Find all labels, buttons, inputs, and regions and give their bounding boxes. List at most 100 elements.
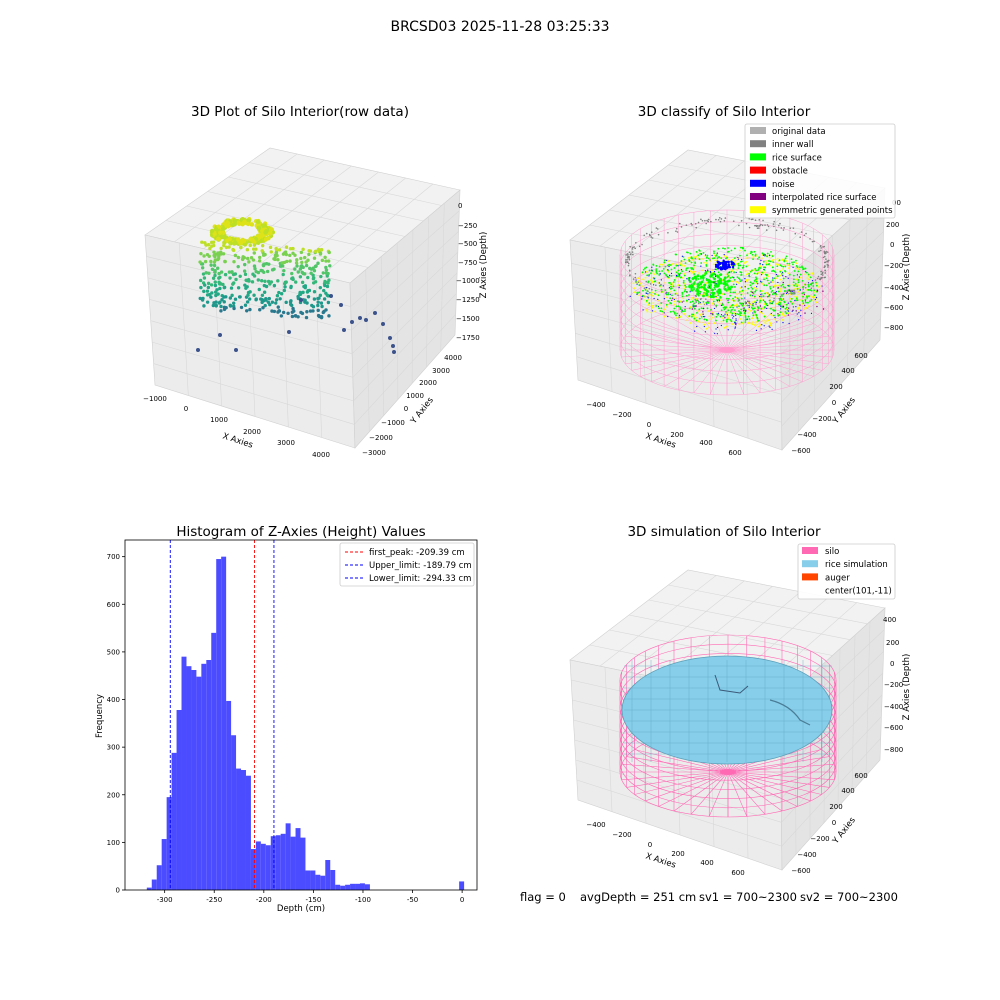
classify-point — [764, 292, 766, 295]
histogram-bar — [156, 865, 162, 890]
classify-point — [683, 312, 686, 315]
classify-point — [776, 295, 779, 298]
classify-point — [722, 317, 724, 320]
classify-point — [637, 280, 639, 282]
classify-point — [691, 297, 694, 299]
classify-point — [810, 295, 813, 297]
classify-point — [679, 272, 682, 275]
gridline — [780, 274, 883, 379]
raw-point — [274, 250, 279, 255]
raw-point — [212, 231, 217, 236]
classify-point — [708, 315, 711, 318]
classify-point — [779, 297, 782, 300]
classify-point — [655, 305, 658, 307]
raw-point — [251, 247, 256, 251]
classify-point — [796, 288, 799, 290]
raw-point — [223, 272, 228, 277]
classify-point — [733, 271, 735, 274]
raw-point — [318, 251, 323, 255]
classify-point — [667, 315, 669, 318]
classify-point — [675, 264, 678, 267]
classify-point — [740, 314, 743, 317]
classify-point — [771, 255, 774, 258]
classify-point — [753, 310, 756, 313]
classify-point — [673, 279, 676, 281]
sim-xtick: 400 — [700, 859, 713, 867]
histogram-bar — [171, 752, 177, 890]
classify-point — [772, 223, 775, 225]
classify-point — [776, 319, 779, 322]
classify-point — [699, 293, 701, 295]
classify-point — [755, 224, 757, 227]
classify-point — [706, 300, 709, 303]
raw-point — [269, 250, 273, 254]
raw-point — [227, 236, 232, 242]
raw-point — [281, 310, 286, 315]
classify-point — [762, 276, 765, 279]
classify-point — [679, 306, 681, 309]
raw-point — [204, 243, 208, 247]
classify-point — [651, 288, 653, 291]
classify-point — [708, 326, 711, 329]
classify-point — [755, 269, 758, 272]
raw-point — [243, 262, 247, 267]
classify-point — [705, 301, 708, 304]
raw-point — [282, 288, 287, 293]
classify-point — [704, 270, 707, 272]
classify-point — [727, 317, 730, 319]
classify-point — [749, 281, 752, 284]
raw-point — [232, 218, 237, 223]
classify-point — [704, 331, 707, 333]
classify-point — [770, 281, 772, 283]
classify-point — [685, 286, 687, 288]
classify-point — [807, 305, 810, 308]
classify-point — [783, 259, 786, 262]
classify-point — [677, 269, 680, 272]
classify-point — [765, 304, 768, 306]
classify-point — [731, 276, 734, 279]
classify-point — [810, 287, 813, 290]
raw-point — [316, 296, 320, 301]
histogram-bar — [166, 797, 172, 890]
raw-point — [233, 297, 238, 301]
classify-point — [749, 270, 752, 273]
raw-point — [245, 221, 251, 227]
raw-point — [239, 305, 244, 310]
raw-point — [243, 243, 247, 247]
classify-point — [738, 296, 741, 299]
raw-point — [326, 259, 331, 263]
raw-xtick: 3000 — [277, 439, 295, 447]
classify-point — [779, 222, 781, 225]
classify-point — [822, 290, 824, 292]
classify-point — [695, 305, 697, 307]
classify-point — [757, 283, 759, 285]
raw-point — [316, 313, 321, 318]
classify-point — [738, 323, 741, 326]
classify-point — [684, 288, 687, 291]
silo-floor-spoke — [727, 771, 811, 802]
classify-point — [779, 278, 782, 281]
raw-point — [211, 276, 216, 280]
classify-point — [733, 257, 736, 260]
classify-point — [629, 295, 631, 297]
raw-point — [215, 266, 220, 270]
classify-point — [788, 262, 791, 265]
raw-point — [259, 238, 264, 244]
classify-point — [713, 307, 716, 310]
classify-point — [739, 312, 741, 315]
classify-point — [754, 219, 757, 221]
classify-legend-label: symmetric generated points — [772, 206, 893, 216]
gridline — [628, 194, 833, 236]
classify-point — [760, 223, 762, 226]
histogram-bar — [146, 887, 152, 890]
classify-point — [651, 269, 653, 271]
classify-point — [759, 295, 761, 298]
classify-point — [766, 255, 769, 258]
raw-point — [208, 246, 212, 251]
raw-point — [251, 258, 256, 262]
classify-point — [665, 293, 668, 296]
classify-point — [644, 276, 647, 279]
raw-point — [205, 252, 210, 257]
classify-point — [781, 258, 784, 261]
